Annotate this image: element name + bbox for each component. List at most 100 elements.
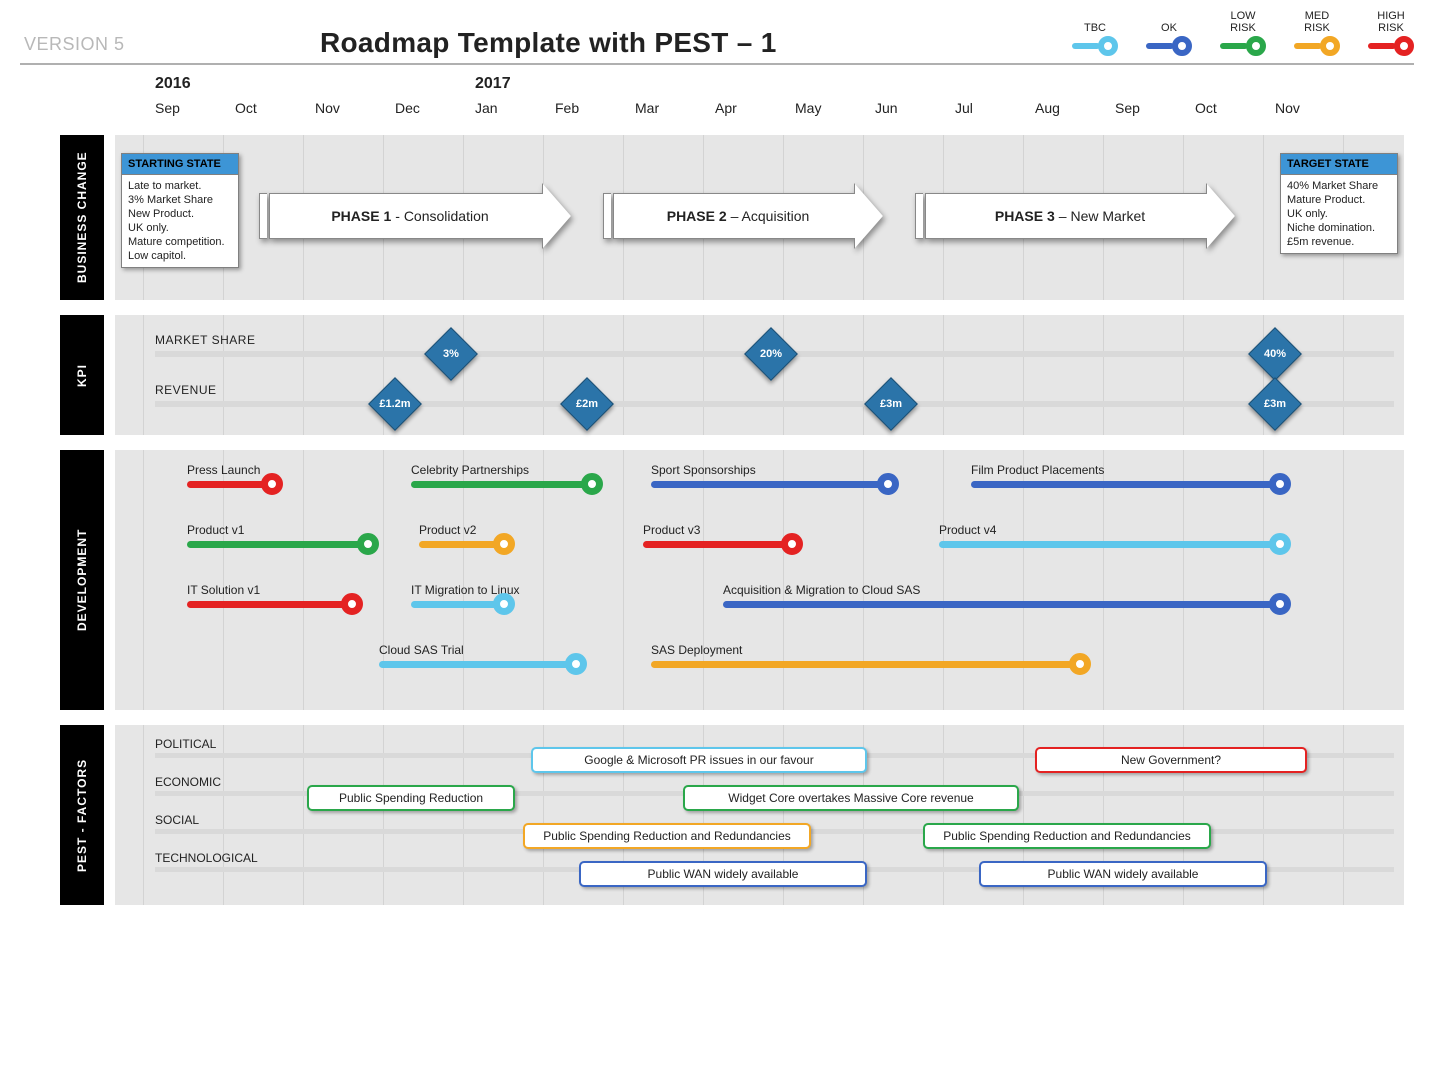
target-state-body: 40% Market Share Mature Product. UK only… [1281,175,1397,253]
dev-task-label: IT Solution v1 [187,583,260,597]
gridline [1343,450,1344,710]
kpi-diamond: 3% [424,327,478,381]
gridline [863,315,864,435]
swimlane-label-dev: DEVELOPMENT [60,450,104,710]
month-label: Aug [1035,100,1060,116]
pest-pill: Public Spending Reduction and Redundanci… [523,823,811,849]
legend-label: HIGH RISK [1377,10,1405,34]
pest-pill: Google & Microsoft PR issues in our favo… [531,747,867,773]
gridline [1263,135,1264,300]
pest-pill: Widget Core overtakes Massive Core reven… [683,785,1019,811]
gridline [943,315,944,435]
dev-task: IT Solution v1 [187,585,363,625]
dev-task-label: Celebrity Partnerships [411,463,529,477]
dev-task-ring [781,533,803,555]
dev-task-bar [971,481,1281,488]
pest-row-label: ECONOMIC [155,775,221,789]
swimlane-band-kpi: MARKET SHARE3%20%40%REVENUE£1.2m£2m£3m£3… [115,315,1404,435]
swimlane-band-biz: STARTING STATE Late to market. 3% Market… [115,135,1404,300]
legend-label: TBC [1084,22,1106,34]
dev-task-ring [493,533,515,555]
pest-row-label: TECHNOLOGICAL [155,851,258,865]
pest-row-label: SOCIAL [155,813,199,827]
gridline [143,315,144,435]
legend-item: MED RISK [1294,10,1340,56]
dev-task-ring [1269,533,1291,555]
month-label: Nov [315,100,340,116]
dev-task: Acquisition & Migration to Cloud SAS [723,585,1291,625]
kpi-diamond: £3m [864,377,918,431]
dev-task-ring [341,593,363,615]
month-label: Mar [635,100,659,116]
kpi-diamond: £1.2m [368,377,422,431]
swimlane-label-biz: BUSINESS CHANGE [60,135,104,300]
dev-task-ring [565,653,587,675]
dev-task-ring [1069,653,1091,675]
kpi-row-label: MARKET SHARE [155,333,255,347]
dev-task-ring [261,473,283,495]
month-label: Nov [1275,100,1300,116]
gridline [303,450,304,710]
phase-rest: - Consolidation [395,208,488,224]
month-label: Sep [155,100,180,116]
dev-task-bar [723,601,1281,608]
dev-task-ring [493,593,515,615]
dev-task-label: Product v2 [419,523,476,537]
dev-task: IT Migration to Linux [411,585,515,625]
timeline-header: 20162017 SepOctNovDecJanFebMarAprMayJunJ… [115,75,1404,130]
dev-task: SAS Deployment [651,645,1091,685]
phase-arrow-2: PHASE 2 – Acquisition [603,193,883,239]
month-label: Jul [955,100,973,116]
gridline [1023,315,1024,435]
dev-task-label: Acquisition & Migration to Cloud SAS [723,583,920,597]
dev-task-label: Product v1 [187,523,244,537]
dev-task-label: Product v4 [939,523,996,537]
dev-task-bar [411,481,593,488]
legend-marker [1294,36,1340,56]
gridline [1183,315,1184,435]
dev-task: Cloud SAS Trial [379,645,587,685]
dev-task-bar [187,601,353,608]
dev-task: Sport Sponsorships [651,465,899,505]
legend-marker [1072,36,1118,56]
dev-task-label: Film Product Placements [971,463,1104,477]
month-label: Apr [715,100,737,116]
gridline [1103,315,1104,435]
kpi-value: £3m [873,386,909,422]
kpi-value: 40% [1257,336,1293,372]
phase-rest: – Acquisition [731,208,810,224]
dev-task-ring [357,533,379,555]
legend: TBC OK LOW RISK MED RISK HIGH RISK [1072,10,1414,56]
phase-bold: PHASE 3 [995,208,1055,224]
dev-task: Product v4 [939,525,1291,565]
gridline [1343,315,1344,435]
dev-task-ring [877,473,899,495]
month-label: Feb [555,100,579,116]
dev-task: Film Product Placements [971,465,1291,505]
starting-state-box: STARTING STATE Late to market. 3% Market… [121,153,239,268]
dev-task-label: Cloud SAS Trial [379,643,464,657]
legend-item: OK [1146,22,1192,56]
dev-task-bar [187,541,369,548]
pest-pill: New Government? [1035,747,1307,773]
kpi-row-label: REVENUE [155,383,217,397]
gridline [623,315,624,435]
dev-task-bar [411,601,505,608]
phase-arrow-1: PHASE 1 - Consolidation [259,193,571,239]
month-label: Dec [395,100,420,116]
dev-task: Celebrity Partnerships [411,465,603,505]
legend-marker [1368,36,1414,56]
dev-task-label: Sport Sponsorships [651,463,756,477]
swimlane-band-pest: POLITICALECONOMICSOCIALTECHNOLOGICALGoog… [115,725,1404,905]
gridline [303,315,304,435]
month-label: Jan [475,100,498,116]
gridline [463,725,464,905]
gridline [703,315,704,435]
dev-task-label: Press Launch [187,463,260,477]
dev-task-label: Product v3 [643,523,700,537]
pest-pill: Public WAN widely available [979,861,1267,887]
legend-item: HIGH RISK [1368,10,1414,56]
swimlane-band-dev: Press Launch Celebrity Partnerships Sport … [115,450,1404,710]
kpi-value: £3m [1257,386,1293,422]
gridline [463,315,464,435]
